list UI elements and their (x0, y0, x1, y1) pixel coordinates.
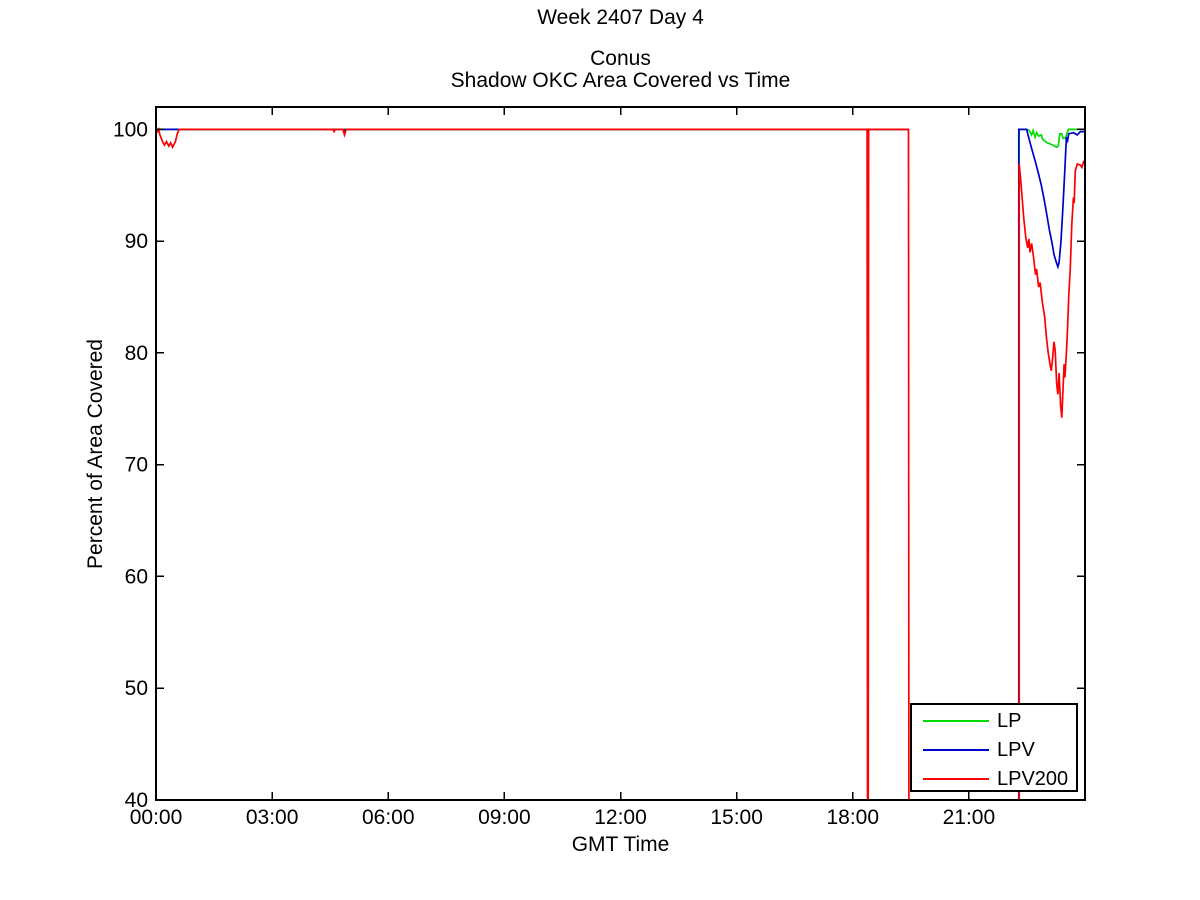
figure-suptitle: Week 2407 Day 4 (537, 6, 704, 29)
series-lpv200-line (1018, 160, 1085, 800)
y-tick-label: 100 (113, 118, 148, 141)
legend-entry-lpv: LPV (912, 736, 1076, 763)
x-tick-label: 06:00 (362, 806, 415, 829)
legend-line-sample (923, 719, 989, 722)
y-tick-label: 40 (125, 789, 148, 812)
x-tick-label: 18:00 (826, 806, 879, 829)
axes-box (155, 106, 1086, 801)
series-lpv-line (1017, 128, 1085, 800)
x-tick-label: 09:00 (478, 806, 531, 829)
chart-title: Conus Shadow OKC Area Covered vs Time (156, 48, 1085, 92)
x-axis-label: GMT Time (571, 833, 670, 856)
legend-label: LPV (997, 738, 1035, 761)
y-tick-label: 70 (125, 454, 148, 477)
series-lpv-line (156, 128, 909, 140)
y-tick-label: 90 (125, 230, 148, 253)
series-lpv200-line (155, 126, 910, 801)
series-lp-line (1018, 127, 1085, 800)
y-axis-label: Percent of Area Covered (84, 339, 107, 569)
y-tick-label: 80 (125, 342, 148, 365)
legend-label: LP (997, 709, 1022, 732)
x-tick-label: 15:00 (710, 806, 763, 829)
y-tick-label: 60 (125, 565, 148, 588)
chart-title-line1: Conus (590, 47, 651, 70)
legend: LP LPV LPV200 (910, 703, 1078, 792)
legend-label: LPV200 (997, 767, 1069, 790)
legend-line-sample (923, 748, 989, 751)
legend-entry-lpv200: LPV200 (912, 765, 1076, 792)
x-tick-label: 00:00 (130, 806, 183, 829)
x-tick-label: 12:00 (594, 806, 647, 829)
legend-line-sample (923, 777, 989, 780)
y-tick-label: 50 (125, 677, 148, 700)
chart-title-line2: Shadow OKC Area Covered vs Time (450, 69, 791, 92)
legend-entry-lp: LP (912, 707, 1076, 734)
x-tick-label: 03:00 (246, 806, 299, 829)
x-tick-label: 21:00 (943, 806, 996, 829)
